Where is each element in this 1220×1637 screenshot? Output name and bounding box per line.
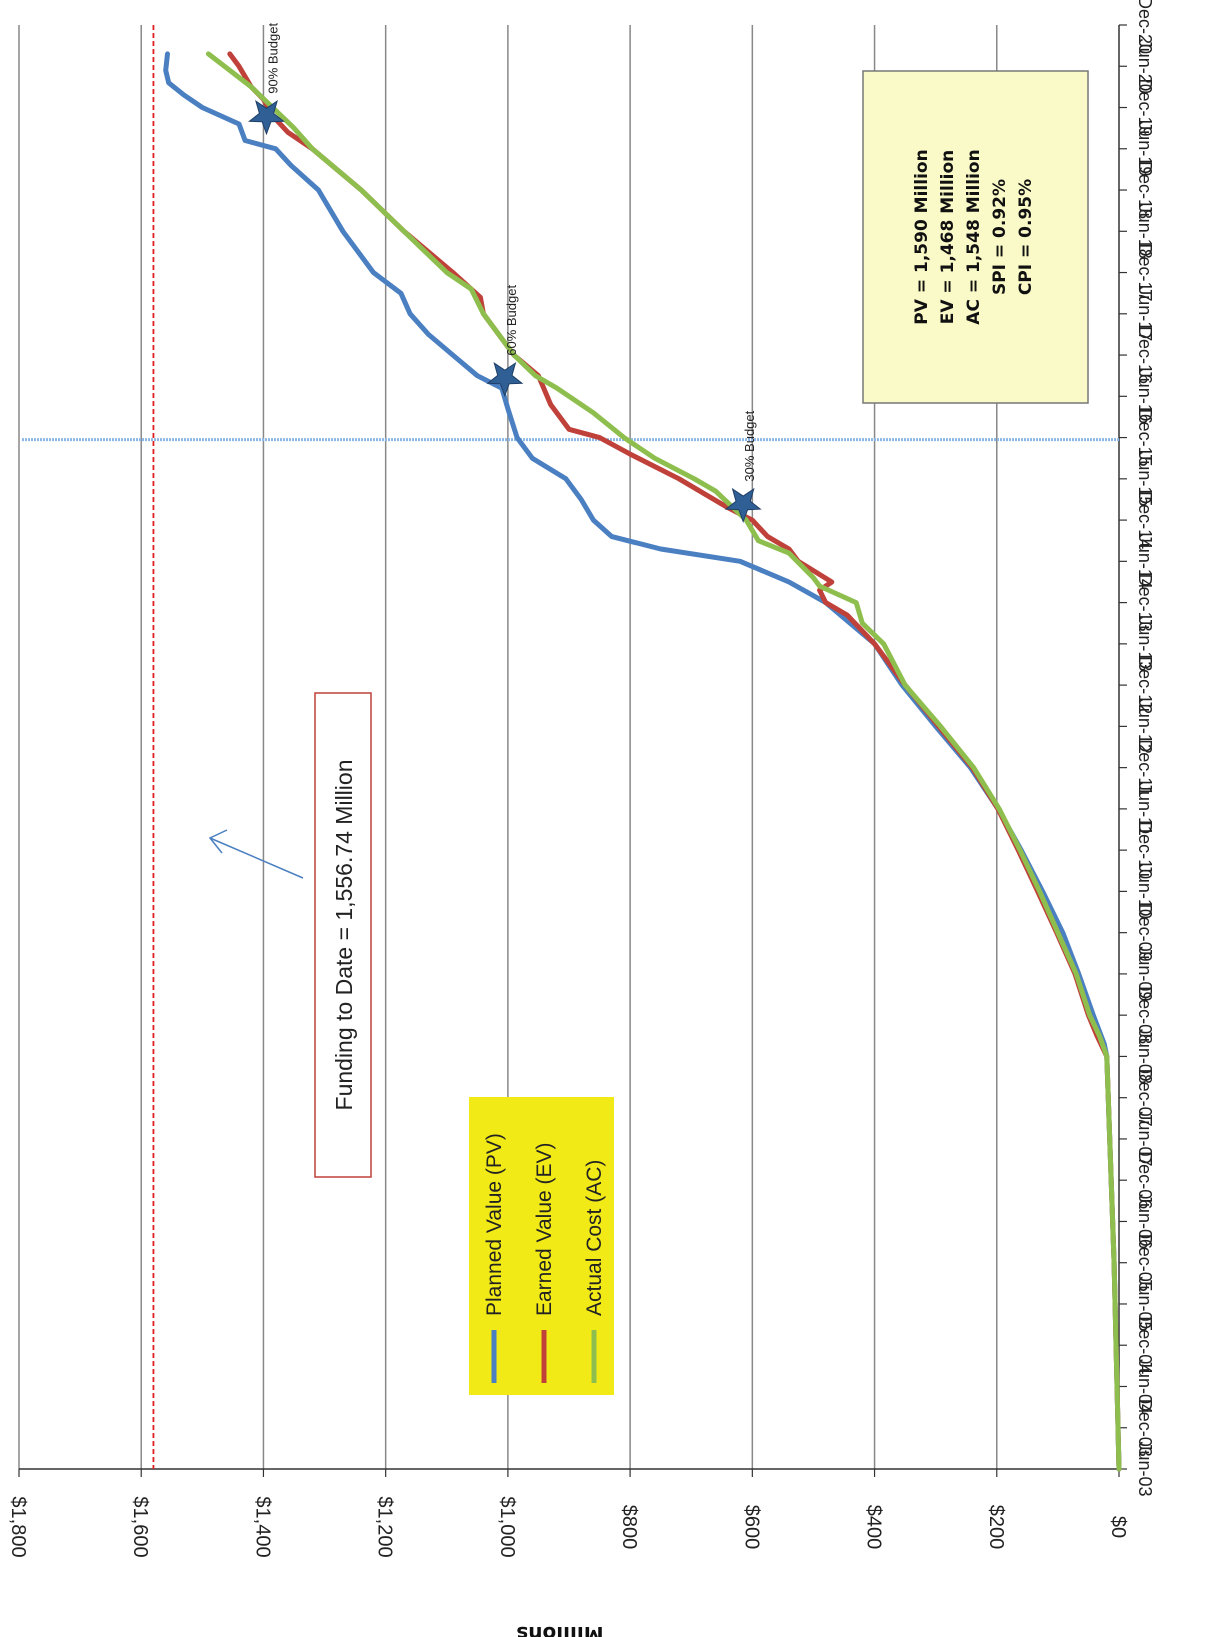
y-tick-label: $1,800 bbox=[7, 1496, 29, 1557]
axes bbox=[18, 24, 1127, 1477]
x-tick-label: Dec-18 bbox=[1135, 161, 1155, 219]
x-tick-label: Jun-17 bbox=[1135, 286, 1155, 341]
x-tick-label: Dec-15 bbox=[1135, 409, 1155, 467]
x-tick-label: Jun-11 bbox=[1135, 782, 1155, 836]
funding-arrow bbox=[209, 837, 304, 879]
x-tick-label: Dec-16 bbox=[1135, 326, 1155, 384]
x-tick-label: Dec-06 bbox=[1135, 1151, 1155, 1209]
stats-box-background bbox=[862, 70, 1089, 404]
y-tick-label: $600 bbox=[740, 1505, 762, 1550]
x-tick-label: Jun-03 bbox=[1135, 1441, 1155, 1496]
x-tick-label: Jun-18 bbox=[1135, 204, 1155, 259]
budget-star-marker bbox=[486, 362, 524, 398]
y-tick-label: $200 bbox=[985, 1505, 1007, 1550]
funding-box bbox=[314, 692, 372, 1178]
x-tick-label: Jun-07 bbox=[1135, 1111, 1155, 1166]
budget-marker-label: 30% Budget bbox=[742, 410, 757, 481]
budget-marker-label: 90% Budget bbox=[266, 23, 281, 94]
series-lines bbox=[163, 51, 1122, 1472]
series-line-ac bbox=[205, 51, 1122, 1472]
x-tick-label: Jun-05 bbox=[1135, 1276, 1155, 1331]
y-tick-label: $0 bbox=[1107, 1516, 1129, 1538]
x-tick-label: Dec-07 bbox=[1135, 1069, 1155, 1127]
x-tick-label: Jun-20 bbox=[1135, 39, 1155, 94]
x-tick-label: Jun-04 bbox=[1135, 1359, 1155, 1414]
funding-arrowhead bbox=[208, 829, 228, 854]
stats-ac: AC = 1,548 Million bbox=[964, 149, 984, 324]
x-tick-label: Jun-09 bbox=[1135, 946, 1155, 1001]
x-tick-label: Dec-08 bbox=[1135, 986, 1155, 1044]
x-tick-label: Dec-11 bbox=[1135, 739, 1155, 796]
stats-cpi: CPI = 0.95% bbox=[1016, 179, 1036, 295]
x-tick-label: Jun-14 bbox=[1135, 534, 1155, 589]
stats-pv: PV = 1,590 Million bbox=[912, 149, 932, 324]
y-tick-label: $1,600 bbox=[129, 1496, 151, 1557]
reference-lines bbox=[22, 25, 1119, 1469]
legend-entry-ac: Actual Cost (AC) bbox=[583, 1160, 606, 1383]
budget-markers: 30% Budget 60% Budget 90% Budget bbox=[248, 23, 762, 524]
x-tick-label: Dec-13 bbox=[1135, 574, 1155, 632]
legend: Planned Value (PV) Earned Value (EV) Act… bbox=[469, 1097, 614, 1395]
x-tick-label: Jun-08 bbox=[1135, 1029, 1155, 1084]
stats-spi: SPI = 0.92% bbox=[990, 179, 1010, 295]
x-tick-label: Dec-20 bbox=[1135, 0, 1155, 54]
y-tick-label: $1,000 bbox=[496, 1496, 518, 1557]
x-tick-label: Jun-13 bbox=[1135, 616, 1155, 671]
x-tick-label: Dec-17 bbox=[1135, 244, 1155, 302]
x-tick-label: Dec-09 bbox=[1135, 904, 1155, 962]
x-tick-label: Dec-04 bbox=[1135, 1316, 1155, 1374]
x-tick-labels: Jun-03Dec-03Jun-04Dec-04Jun-05Dec-05Jun-… bbox=[1135, 0, 1155, 1497]
budget-marker-label: 60% Budget bbox=[504, 285, 519, 356]
y-tick-label: $400 bbox=[863, 1505, 885, 1550]
x-tick-label: Jun-15 bbox=[1135, 451, 1155, 506]
budget-star-marker bbox=[724, 487, 762, 524]
funding-annotation: Funding to Date = 1,556.74 Million bbox=[208, 692, 372, 1178]
y-tick-label: $1,200 bbox=[374, 1496, 396, 1557]
x-tick-label: Jun-12 bbox=[1135, 699, 1155, 754]
stats-box: PV = 1,590 Million EV = 1,468 Million AC… bbox=[862, 70, 1089, 404]
legend-label-ac: Actual Cost (AC) bbox=[583, 1160, 606, 1316]
y-tick-label: $1,400 bbox=[251, 1496, 273, 1557]
series-line-pv bbox=[163, 51, 1122, 1472]
y-axis-title: Millions bbox=[516, 1622, 603, 1637]
funding-label: Funding to Date = 1,556.74 Million bbox=[331, 760, 357, 1111]
x-tick-label: Dec-19 bbox=[1135, 78, 1155, 136]
x-tick-label: Dec-14 bbox=[1135, 491, 1155, 549]
x-tick-label: Jun-19 bbox=[1135, 121, 1155, 176]
legend-label-pv: Planned Value (PV) bbox=[483, 1133, 506, 1316]
legend-label-ev: Earned Value (EV) bbox=[533, 1142, 556, 1316]
x-tick-label: Jun-10 bbox=[1135, 864, 1155, 919]
x-tick-label: Dec-10 bbox=[1135, 821, 1155, 879]
x-tick-label: Jun-06 bbox=[1135, 1194, 1155, 1249]
budget-star-marker bbox=[248, 100, 285, 136]
y-tick-label: $800 bbox=[618, 1505, 640, 1550]
x-tick-label: Dec-12 bbox=[1135, 656, 1155, 714]
x-tick-label: Jun-16 bbox=[1135, 369, 1155, 424]
stats-ev: EV = 1,468 Million bbox=[938, 150, 958, 325]
y-tick-labels: $0 $200 $400 $600 $800 $1,000 $1,200 $1,400 $1,6… bbox=[7, 1496, 1129, 1557]
legend-entry-pv: Planned Value (PV) bbox=[483, 1133, 506, 1383]
x-tick-label: Dec-05 bbox=[1135, 1234, 1155, 1292]
x-tick-label: Dec-03 bbox=[1135, 1399, 1155, 1457]
legend-entry-ev: Earned Value (EV) bbox=[533, 1142, 556, 1383]
